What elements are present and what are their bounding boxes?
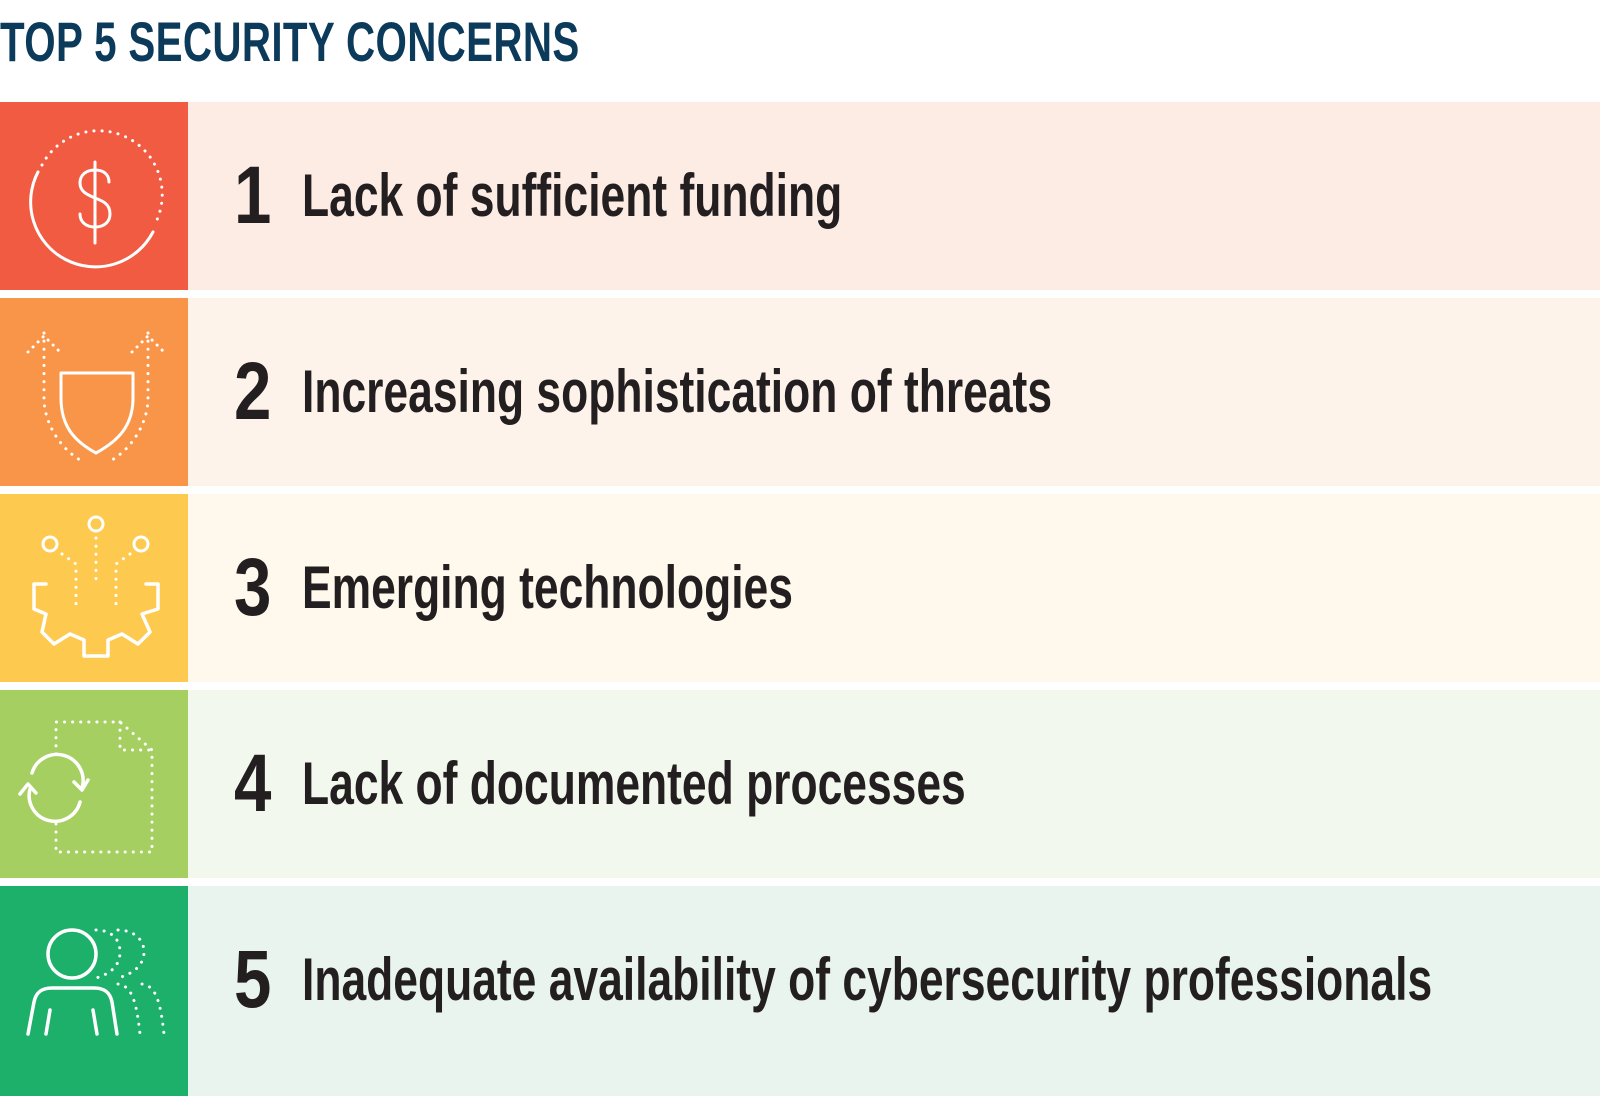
shield-arrows-icon — [26, 331, 166, 462]
concern-content-5: 5 Inadequate availability of cybersecuri… — [188, 886, 1600, 1096]
concern-content-2: 2 Increasing sophistication of threats — [188, 298, 1600, 486]
document-refresh-icon — [18, 720, 154, 854]
dollar-circle-icon — [29, 129, 164, 269]
concern-label: Lack of sufficient funding — [302, 162, 843, 229]
concern-row-5: 5 Inadequate availability of cybersecuri… — [0, 886, 1600, 1096]
concern-label: Increasing sophistication of threats — [302, 358, 1053, 425]
rank-number: 1 — [234, 150, 272, 241]
concern-label: Inadequate availability of cybersecurity… — [302, 946, 1433, 1013]
icon-tile-3 — [0, 494, 188, 682]
concern-content-4: 4 Lack of documented processes — [188, 690, 1600, 878]
concern-label: Lack of documented processes — [302, 750, 966, 817]
page-title: TOP 5 SECURITY CONCERNS — [0, 10, 580, 73]
concern-row-1: 1 Lack of sufficient funding — [0, 102, 1600, 290]
rank-number: 3 — [234, 542, 272, 633]
icon-tile-1 — [0, 102, 188, 290]
icon-tile-2 — [0, 298, 188, 486]
concern-row-4: 4 Lack of documented processes — [0, 690, 1600, 878]
concern-row-3: 3 Emerging technologies — [0, 494, 1600, 682]
concern-content-3: 3 Emerging technologies — [188, 494, 1600, 682]
gear-nodes-icon — [32, 515, 160, 658]
concern-label: Emerging technologies — [302, 554, 793, 621]
rank-number: 2 — [234, 346, 272, 437]
concern-row-2: 2 Increasing sophistication of threats — [0, 298, 1600, 486]
people-icon — [26, 928, 166, 1036]
concern-content-1: 1 Lack of sufficient funding — [188, 102, 1600, 290]
icon-tile-5 — [0, 886, 188, 1096]
icon-tile-4 — [0, 690, 188, 878]
rank-number: 4 — [234, 738, 272, 829]
rank-number: 5 — [234, 934, 272, 1025]
